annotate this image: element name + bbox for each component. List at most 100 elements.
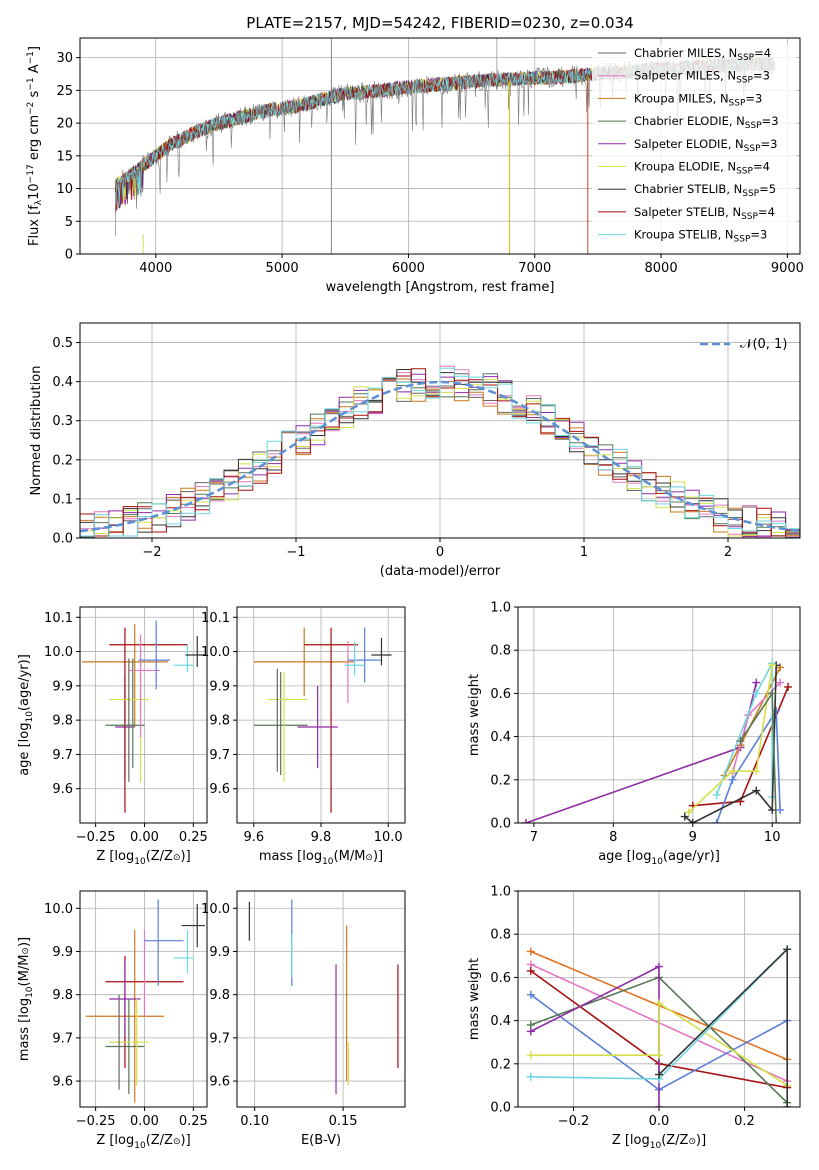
weight-point-marker — [655, 999, 663, 1008]
x-tick-label: 2 — [724, 545, 732, 560]
plot-area-age-Z — [80, 607, 207, 823]
weight-point-marker — [712, 819, 721, 823]
weight-point-marker — [684, 808, 693, 817]
weight-series-line — [525, 682, 758, 823]
legend-entry: Salpeter MILES, NSSP=3 — [634, 69, 770, 86]
weight-series-line — [715, 708, 781, 823]
histogram-step — [80, 373, 800, 538]
weight-point-marker — [728, 767, 737, 776]
axes-spectrum: 4000 5000 6000 7000 8000 9000 0 5 10 15 20 25 30 wave… — [26, 37, 804, 295]
weight-series-line — [688, 665, 773, 813]
axes-age-Z: −0.25 0.00 0.25 9.6 9.7 9.8 9.9 10.0 10.1 Z [log1… — [17, 606, 208, 867]
legend-entry: Kroupa MILES, NSSP=3 — [634, 91, 762, 108]
weight-point-marker — [776, 678, 785, 687]
y-tick-label: 9.7 — [209, 1031, 230, 1046]
figure-title: PLATE=2157, MJD=54242, FIBERID=0230, z=0… — [246, 14, 633, 32]
y-tick-label: 9.9 — [52, 679, 73, 694]
weight-point-marker — [655, 1103, 663, 1107]
x-tick-label: −0.2 — [558, 1114, 590, 1129]
y-tick-label: 10.0 — [201, 645, 230, 660]
axes-frame — [79, 322, 801, 539]
x-tick-label: 0.25 — [179, 1114, 208, 1129]
x-axis-label: age [log10(age/yr)] — [598, 849, 720, 867]
y-tick-label: 0.2 — [490, 1057, 511, 1072]
weight-point-marker — [768, 689, 777, 698]
legend-entry: Salpeter ELODIE, NSSP=3 — [634, 137, 777, 154]
y-tick-label: 10.0 — [44, 645, 73, 660]
axes-mass-EBV: 0.10 0.15 9.6 9.7 9.8 9.9 10.0 E(B-V) — [201, 890, 406, 1148]
weight-point-marker — [783, 945, 792, 954]
weight-point-marker — [712, 790, 721, 799]
y-tick-label: 0.8 — [490, 928, 511, 943]
y-tick-label: 9.8 — [209, 714, 230, 729]
axes-frame — [236, 606, 406, 824]
plot-area-weight-age — [518, 607, 800, 823]
weight-point-marker — [784, 682, 793, 691]
x-axis-label: E(B-V) — [301, 1133, 341, 1148]
x-tick-label: 0.15 — [329, 1114, 358, 1129]
y-tick-label: 0.0 — [490, 1101, 511, 1116]
y-tick-label: 9.7 — [52, 1031, 73, 1046]
y-tick-label: 9.7 — [209, 748, 230, 763]
legend-entry: Chabrier MILES, NSSP=4 — [634, 46, 771, 63]
y-tick-label: 10 — [56, 182, 73, 197]
x-tick-label: 0.0 — [649, 1114, 670, 1129]
x-tick-label: 10.0 — [374, 830, 403, 845]
y-tick-label: 15 — [56, 149, 73, 164]
y-tick-label: 30 — [56, 51, 73, 66]
y-tick-label: 0.6 — [490, 971, 511, 986]
x-tick-label: 9 — [689, 830, 697, 845]
plot-area-mass-Z — [80, 891, 207, 1107]
axes-frame — [79, 37, 801, 255]
x-axis-label: Z [log10(Z/Z⊙)] — [96, 1133, 190, 1151]
y-tick-label: 5 — [65, 215, 73, 230]
y-tick-label: 10.0 — [201, 902, 230, 917]
x-axis-label: (data-model)/error — [380, 564, 501, 579]
weight-series-line — [715, 662, 773, 798]
weight-point-marker — [772, 819, 781, 823]
x-tick-label: −0.25 — [76, 830, 116, 845]
y-tick-label: 25 — [56, 84, 73, 99]
weight-point-marker — [655, 962, 663, 971]
x-tick-label: 9000 — [771, 261, 804, 276]
y-tick-label: 9.6 — [52, 782, 73, 797]
weight-point-marker — [736, 736, 745, 745]
y-tick-label: 9.6 — [52, 1075, 73, 1090]
x-tick-label: 5000 — [266, 261, 299, 276]
y-tick-label: 9.8 — [52, 988, 73, 1003]
x-tick-label: 4000 — [139, 261, 172, 276]
axes-residuals: −2 −1 0 1 2 0.0 0.1 0.2 0.3 0.4 0.5 (data-model)/er… — [29, 322, 801, 579]
y-tick-label: 0.1 — [52, 492, 73, 507]
plot-area-mass-EBV — [237, 891, 405, 1107]
y-tick-label: 0 — [65, 248, 73, 263]
axes-frame — [236, 890, 406, 1108]
y-tick-label: 0.3 — [52, 414, 73, 429]
x-tick-label: 6000 — [392, 261, 425, 276]
weight-point-marker — [752, 678, 761, 687]
axes-frame — [79, 890, 208, 1108]
plot-area-age-mass — [237, 607, 405, 823]
normal-curve — [80, 380, 800, 533]
weight-point-marker — [752, 786, 761, 795]
weight-point-marker — [655, 1051, 663, 1060]
axes-frame — [517, 890, 801, 1108]
y-tick-label: 9.6 — [209, 1075, 230, 1090]
legend-entry: Chabrier ELODIE, NSSP=3 — [634, 114, 779, 131]
y-tick-label: 0.6 — [490, 687, 511, 702]
weight-point-marker — [521, 819, 530, 823]
x-tick-label: 9.6 — [243, 830, 264, 845]
x-tick-label: −0.25 — [76, 1114, 116, 1129]
weight-point-marker — [655, 1070, 663, 1079]
weight-point-marker — [768, 661, 777, 670]
histogram-step — [80, 367, 800, 537]
x-axis-label: Z [log10(Z/Z⊙)] — [96, 849, 190, 867]
plot-area-weight-Z — [518, 891, 800, 1107]
axes-frame — [517, 606, 801, 824]
x-tick-label: 7 — [530, 830, 538, 845]
legend-entry: Kroupa ELODIE, NSSP=4 — [634, 160, 770, 177]
y-tick-label: 9.8 — [209, 988, 230, 1003]
y-tick-label: 10.1 — [201, 611, 230, 626]
weight-point-marker — [752, 689, 761, 698]
y-axis-label: mass weight — [467, 958, 482, 1040]
